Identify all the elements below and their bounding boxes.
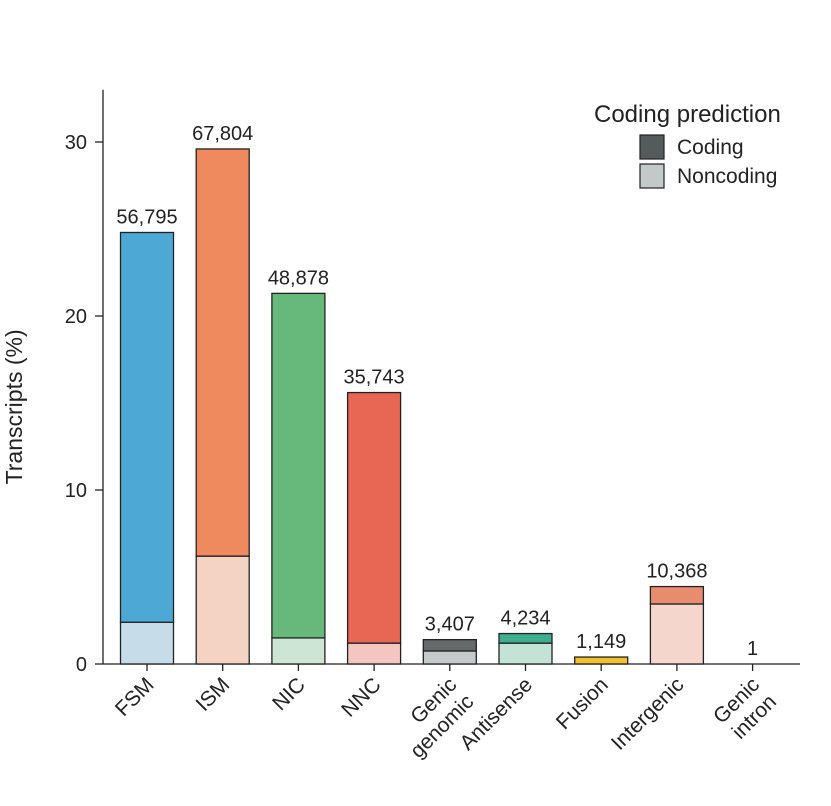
bar-count-label: 4,234	[500, 608, 550, 630]
bar-count-label: 35,743	[344, 367, 405, 389]
bar-count-label: 67,804	[192, 123, 253, 145]
category-label-line: Intergenic	[607, 673, 688, 754]
bar-noncoding-segment	[649, 603, 705, 665]
category-label: NIC	[268, 673, 310, 715]
category-label-line: FSM	[111, 673, 159, 721]
bar-count-label: 3,407	[425, 614, 475, 636]
category-label-line: Fusion	[552, 673, 613, 734]
bar-count-label: 10,368	[646, 561, 707, 583]
data-labels: 56,795 67,804 48,878 35,743 3,407 4,234 1,149 1…	[116, 123, 758, 660]
bar-noncoding-segment	[195, 555, 250, 665]
bar-coding-segment	[271, 292, 326, 639]
bar-noncoding-segment	[271, 637, 326, 665]
bar-coding-segment	[422, 638, 477, 652]
bar-coding-segment	[346, 391, 402, 644]
category-label: Fusion	[552, 673, 613, 734]
bar-count-label: 1	[747, 638, 758, 660]
category-label: Genicintron	[709, 673, 781, 745]
legend: Coding prediction Coding Noncoding	[594, 101, 781, 189]
category-label: Intergenic	[607, 673, 688, 754]
legend-title: Coding prediction	[594, 101, 781, 128]
legend-label: Coding	[677, 136, 744, 159]
bar-coding-segment	[195, 148, 250, 557]
y-tick-label: 30	[65, 132, 87, 154]
category-label: ISM	[192, 673, 235, 716]
bar-count-label: 48,878	[268, 267, 329, 289]
bar-coding-segment	[119, 231, 175, 623]
category-label: Genicgenomic	[389, 673, 478, 762]
category-label: NNC	[337, 673, 385, 721]
category-label-line: NIC	[268, 673, 310, 715]
bar-coding-segment	[498, 632, 553, 644]
y-tick-label: 0	[76, 654, 87, 676]
category-label-line: NNC	[337, 673, 385, 721]
legend-swatch	[639, 163, 665, 189]
bar-count-label: 56,795	[116, 206, 177, 228]
bars	[119, 148, 705, 665]
bar-coding-segment	[649, 585, 705, 605]
category-label: FSM	[111, 673, 159, 721]
category-label-line: ISM	[192, 673, 235, 716]
legend-label: Noncoding	[677, 165, 777, 188]
bar-noncoding-segment	[119, 621, 175, 665]
bar-noncoding-segment	[422, 650, 477, 665]
bar-noncoding-segment	[498, 642, 553, 665]
y-tick-label: 20	[65, 306, 87, 328]
y-axis-label: Transcripts (%)	[1, 329, 27, 484]
bar-coding-segment	[574, 656, 629, 665]
y-tick-label: 10	[65, 480, 87, 502]
bar-count-label: 1,149	[576, 631, 626, 653]
bar-noncoding-segment	[346, 642, 402, 665]
legend-swatch	[639, 134, 665, 160]
